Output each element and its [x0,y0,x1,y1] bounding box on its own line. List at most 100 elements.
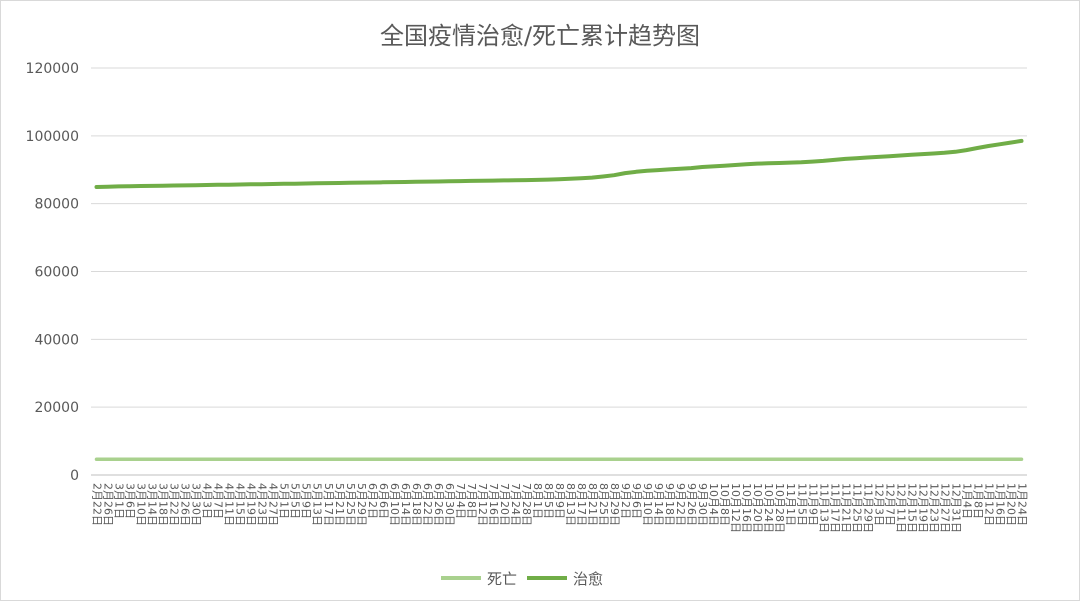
x-tick-label: 12月23日 [927,483,940,533]
y-axis-labels: 0 20000 40000 60000 80000 100000 120000 [26,61,79,484]
x-tick-label: 6月22日 [421,483,434,526]
x-tick-label: 4月19日 [245,483,258,526]
x-tick-label: 11月25日 [850,483,863,533]
x-tick-label: 6月30日 [443,483,456,526]
x-tick-label: 1月8日 [971,483,984,519]
y-tick-label: 60000 [34,265,79,281]
x-tick-label: 5月5日 [289,483,302,519]
x-tick-label: 8月13日 [564,483,577,526]
x-tick-label: 8月29日 [608,483,621,526]
x-tick-label: 10月8日 [718,483,731,526]
x-tick-label: 5月17日 [322,483,335,526]
x-tick-label: 9月10日 [641,483,654,526]
x-tick-label: 3月6日 [124,483,137,519]
x-tick-label: 10月12日 [729,483,742,533]
x-tick-label: 9月26日 [685,483,698,526]
x-tick-label: 10月24日 [762,483,775,533]
x-tick-label: 1月20日 [1005,483,1018,526]
x-tick-label: 5月25日 [344,483,357,526]
legend-label-death: 死亡 [487,570,517,588]
x-tick-label: 8月5日 [542,483,555,519]
x-tick-label: 8月17日 [575,483,588,526]
x-tick-label: 6月6日 [377,483,390,519]
x-tick-label: 1月12日 [983,483,996,526]
x-tick-label: 8月1日 [531,483,544,519]
x-tick-label: 11月13日 [817,483,830,533]
x-tick-label: 3月30日 [190,483,203,526]
legend-label-cured: 治愈 [573,570,603,588]
x-tick-label: 7月8日 [465,483,478,519]
x-tick-label: 4月3日 [201,483,214,519]
x-tick-label: 7月24日 [509,483,522,526]
x-tick-label: 1月4日 [960,483,973,519]
x-tick-label: 12月7日 [883,483,896,526]
y-tick-label: 100000 [26,129,79,145]
series-line-cured [94,138,1024,189]
x-tick-label: 5月9日 [300,483,313,519]
x-tick-label: 5月13日 [311,483,324,526]
x-tick-label: 10月20日 [751,483,764,533]
x-tick-label: 8月21日 [586,483,599,526]
x-tick-label: 11月1日 [784,483,797,526]
x-tick-label: 3月26日 [179,483,192,526]
x-tick-label: 12月15日 [905,483,918,533]
x-tick-label: 6月2日 [366,483,379,519]
x-tick-label: 10月4日 [707,483,720,526]
x-tick-label: 5月1日 [278,483,291,519]
x-tick-label: 9月2日 [619,483,632,519]
y-tick-label: 20000 [34,400,79,416]
x-tick-label: 12月19日 [916,483,929,533]
x-tick-label: 4月23日 [256,483,269,526]
x-tick-label: 7月4日 [454,483,467,519]
x-tick-label: 5月29日 [355,483,368,526]
x-tick-label: 9月18日 [663,483,676,526]
x-tick-label: 3月22日 [168,483,181,526]
chart-title: 全国疫情治愈/死亡累计趋势图 [380,22,700,50]
x-tick-label: 7月12日 [476,483,489,526]
x-tick-label: 8月9日 [553,483,566,519]
y-tick-label: 40000 [34,332,79,348]
x-tick-label: 3月10日 [135,483,148,526]
x-axis-labels: 2月22日2月26日3月1日3月6日3月10日3月14日3月18日3月22日3月… [91,483,1029,533]
x-tick-label: 7月16日 [487,483,500,526]
x-tick-label: 4月7日 [212,483,225,519]
series-lines [94,138,1024,462]
x-tick-label: 1月16日 [994,483,1007,526]
x-tick-label: 12月27日 [938,483,951,533]
x-tick-label: 5月21日 [333,483,346,526]
x-tick-label: 6月26日 [432,483,445,526]
y-tick-label: 80000 [34,197,79,213]
x-tick-label: 2月26日 [102,483,115,526]
x-tick-label: 11月5日 [795,483,808,526]
y-tick-label: 0 [70,468,79,484]
x-tick-label: 12月31日 [949,483,962,533]
x-tick-label: 7月20日 [498,483,511,526]
x-tick-label: 3月18日 [157,483,170,526]
x-tick-label: 6月14日 [399,483,412,526]
x-tick-label: 6月18日 [410,483,423,526]
x-tick-label: 11月17日 [828,483,841,533]
x-tick-label: 9月30日 [696,483,709,526]
x-tick-label: 4月11日 [223,483,236,526]
x-tick-label: 4月27日 [267,483,280,526]
x-tick-label: 4月15日 [234,483,247,526]
x-tick-label: 8月25日 [597,483,610,526]
x-tick-label: 10月28日 [773,483,786,533]
x-tick-label: 11月29日 [861,483,874,533]
x-tick-label: 9月14日 [652,483,665,526]
x-tick-label: 2月22日 [91,483,104,526]
x-tick-label: 10月16日 [740,483,753,533]
x-tick-label: 9月22日 [674,483,687,526]
x-tick-label: 11月21日 [839,483,852,533]
gridlines [91,67,1027,476]
legend: 死亡 治愈 [441,570,603,588]
x-tick-label: 7月28日 [520,483,533,526]
x-tick-label: 11月9日 [806,483,819,526]
x-tick-label: 3月14日 [146,483,159,526]
x-tick-label: 1月24日 [1016,483,1029,526]
x-tick-label: 6月10日 [388,483,401,526]
x-tick-label: 3月1日 [113,483,126,519]
x-tick-label: 12月11日 [894,483,907,533]
x-tick-label: 9月6日 [630,483,643,519]
